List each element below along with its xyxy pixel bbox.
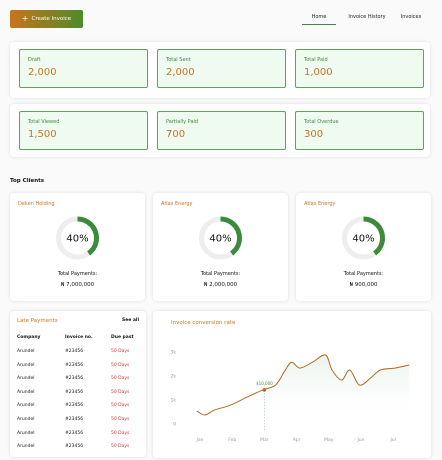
- table-cell: 50 Days: [111, 430, 130, 436]
- plus-icon: +: [21, 14, 29, 23]
- donut-arc: [199, 216, 242, 260]
- table-cell: #23456: [65, 362, 84, 368]
- table-cell: Arundel: [17, 417, 35, 422]
- stat-label: Total Overdue: [304, 119, 339, 125]
- client-name: Atlas Energy: [304, 201, 336, 207]
- table-cell: #23456: [65, 349, 84, 354]
- table-cell: #23456: [65, 444, 84, 450]
- table-cell: 50 Days: [111, 376, 130, 382]
- table-cell: 50 Days: [111, 362, 130, 368]
- column-header: Company: [17, 335, 41, 340]
- create-invoice-button[interactable]: + Create Invoice: [10, 10, 83, 28]
- stat-label: Total Sent: [166, 57, 191, 63]
- table-cell: Arundel: [17, 349, 35, 354]
- client-name: Atlas Energy: [161, 201, 193, 207]
- chart-card: Invoice conversion rate: [153, 311, 431, 458]
- payments-label: Total Payments:: [57, 271, 98, 277]
- late-payments-card: Late Payments See all Company Invoice no. Du…: [10, 311, 146, 457]
- donut: 40%: [56, 216, 99, 260]
- stat-label: Partially Paid: [166, 119, 199, 125]
- payments-amount: ₦ 900,000: [349, 282, 378, 288]
- stat-label: Total Viewed: [28, 119, 60, 125]
- payments-amount: ₦ 2,000,000: [203, 282, 238, 288]
- column-header: Due past: [111, 335, 134, 340]
- payments-label: Total Payments:: [200, 271, 241, 277]
- stat-value: 2,000: [28, 67, 57, 78]
- table-cell: 50 Days: [111, 417, 130, 422]
- table-cell: 50 Days: [111, 349, 130, 354]
- donut-label: 40%: [209, 234, 231, 245]
- stat-value: 2,000: [166, 67, 195, 78]
- client-card: Atlas Energy 40% Total Payments: ₦ 2,000,00…: [153, 193, 288, 301]
- section-title: Top Clients: [10, 178, 45, 184]
- table-cell: #23456: [65, 376, 84, 382]
- table-cell: Arundel: [17, 444, 35, 450]
- donut-label: 40%: [352, 234, 374, 245]
- column-header: Invoice no.: [65, 335, 93, 340]
- table-cell: 50 Days: [111, 403, 130, 409]
- table-cell: Arundel: [17, 376, 35, 382]
- table-cell: #23456: [65, 430, 84, 436]
- stat-box: Draft 2,000: [19, 49, 148, 88]
- table-cell: Arundel: [17, 389, 35, 395]
- stat-box: Total Paid 1,000: [295, 49, 424, 88]
- table-cell: #23456: [65, 403, 84, 409]
- see-all-link[interactable]: See all: [121, 318, 139, 323]
- donut-arc: [342, 216, 385, 260]
- card-title: Late Payments: [17, 318, 58, 324]
- stat-label: Total Paid: [304, 57, 328, 63]
- button-label: Create Invoice: [31, 16, 72, 22]
- donut-arc: [56, 216, 99, 260]
- chart-title: Invoice conversion rate: [171, 320, 236, 326]
- table-cell: 50 Days: [111, 444, 130, 450]
- stat-value: 300: [304, 129, 324, 140]
- client-card: Deken Holding 40% Total Payments: ₦ 7,000,0…: [10, 193, 145, 301]
- payments-amount: ₦ 7,000,000: [60, 282, 95, 288]
- table-cell: Arundel: [17, 362, 35, 368]
- donut: 40%: [342, 216, 385, 260]
- stat-box: Total Viewed 1,500: [19, 111, 148, 150]
- table-cell: Arundel: [17, 403, 35, 409]
- donut: 40%: [199, 216, 242, 260]
- payments-label: Total Payments:: [343, 271, 384, 277]
- stat-box: Total Overdue 300: [295, 111, 424, 150]
- table-cell: Arundel: [17, 430, 35, 436]
- donut-label: 40%: [66, 234, 88, 245]
- table-cell: #23456: [65, 417, 84, 422]
- stat-box: Total Sent 2,000: [157, 49, 286, 88]
- stat-value: 1,500: [28, 129, 57, 140]
- stat-value: 1,000: [304, 67, 333, 78]
- table-cell: 50 Days: [111, 389, 130, 395]
- client-name: Deken Holding: [18, 201, 55, 207]
- stat-value: 700: [166, 129, 186, 140]
- stat-box: Partially Paid 700: [157, 111, 286, 150]
- stat-label: Draft: [28, 57, 41, 63]
- nav-tab[interactable]: Invoice History: [348, 14, 386, 20]
- nav-tab[interactable]: Home: [302, 14, 336, 25]
- table-cell: #23456: [65, 389, 84, 395]
- client-card: Atlas Energy 40% Total Payments: ₦ 900,000: [296, 193, 431, 301]
- nav-tab[interactable]: Invoices: [400, 14, 422, 20]
